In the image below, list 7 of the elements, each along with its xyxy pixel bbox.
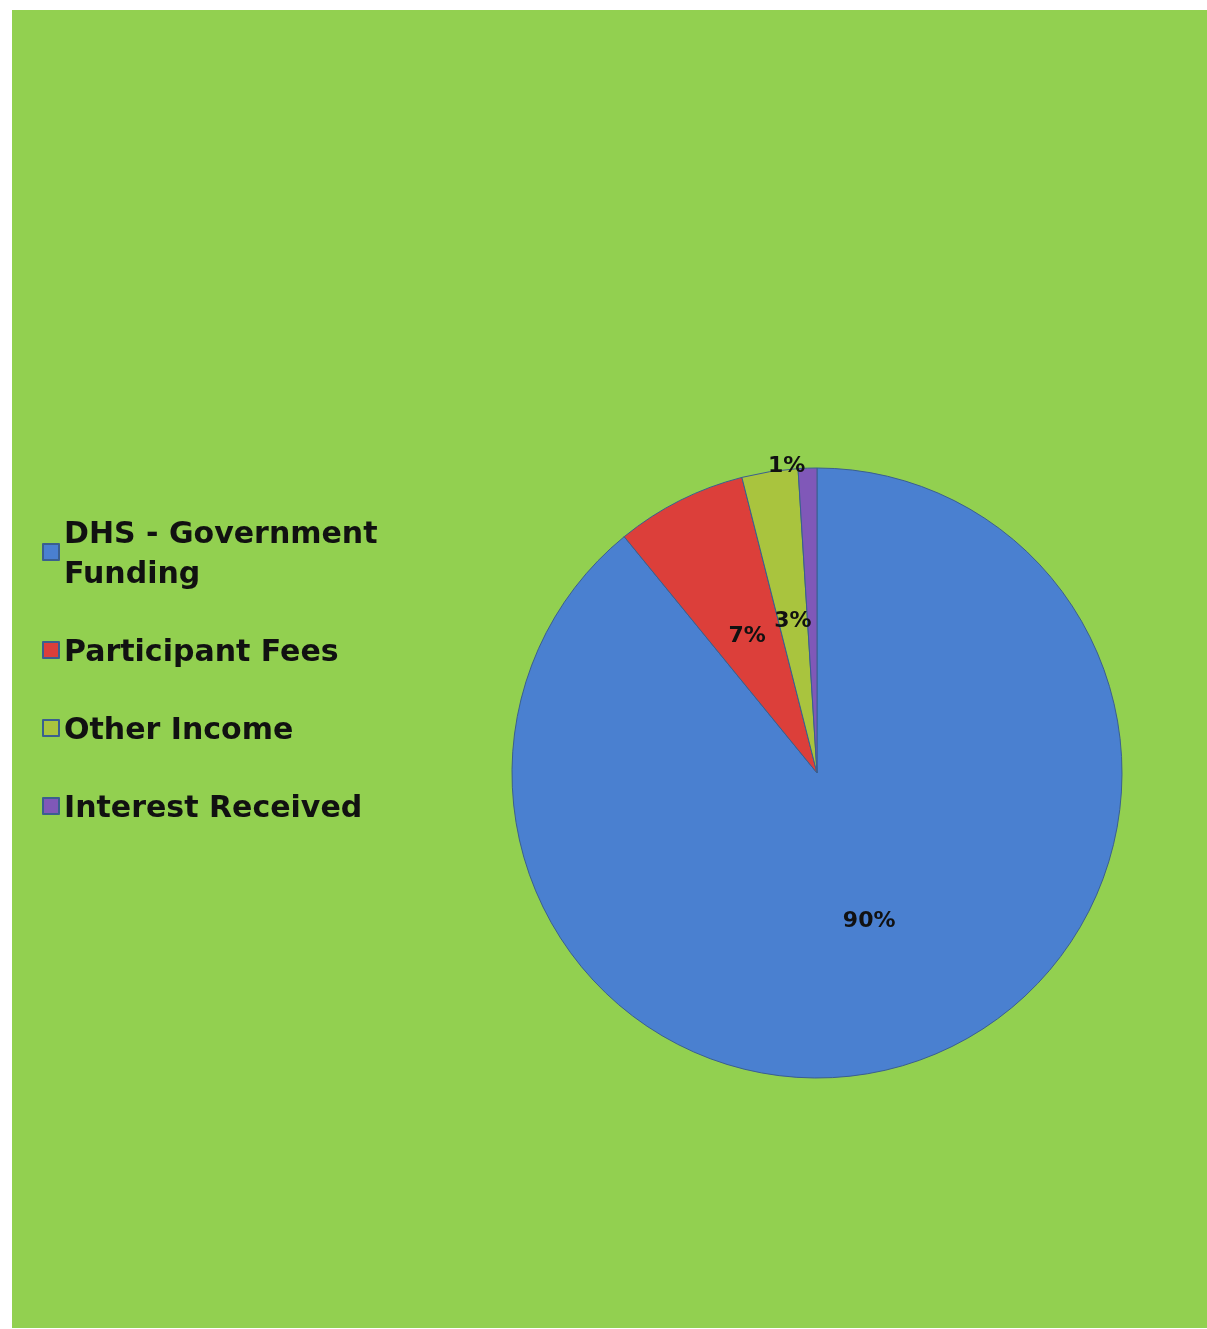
data-label: 1% [768,451,806,477]
legend-label: Participant Fees [64,632,339,668]
data-label: 7% [728,621,766,647]
legend-label: Interest Received [64,788,363,824]
legend-label: DHS - Government Funding [64,514,388,590]
data-label: 90% [842,906,896,932]
legend-label: Other Income [64,710,294,746]
